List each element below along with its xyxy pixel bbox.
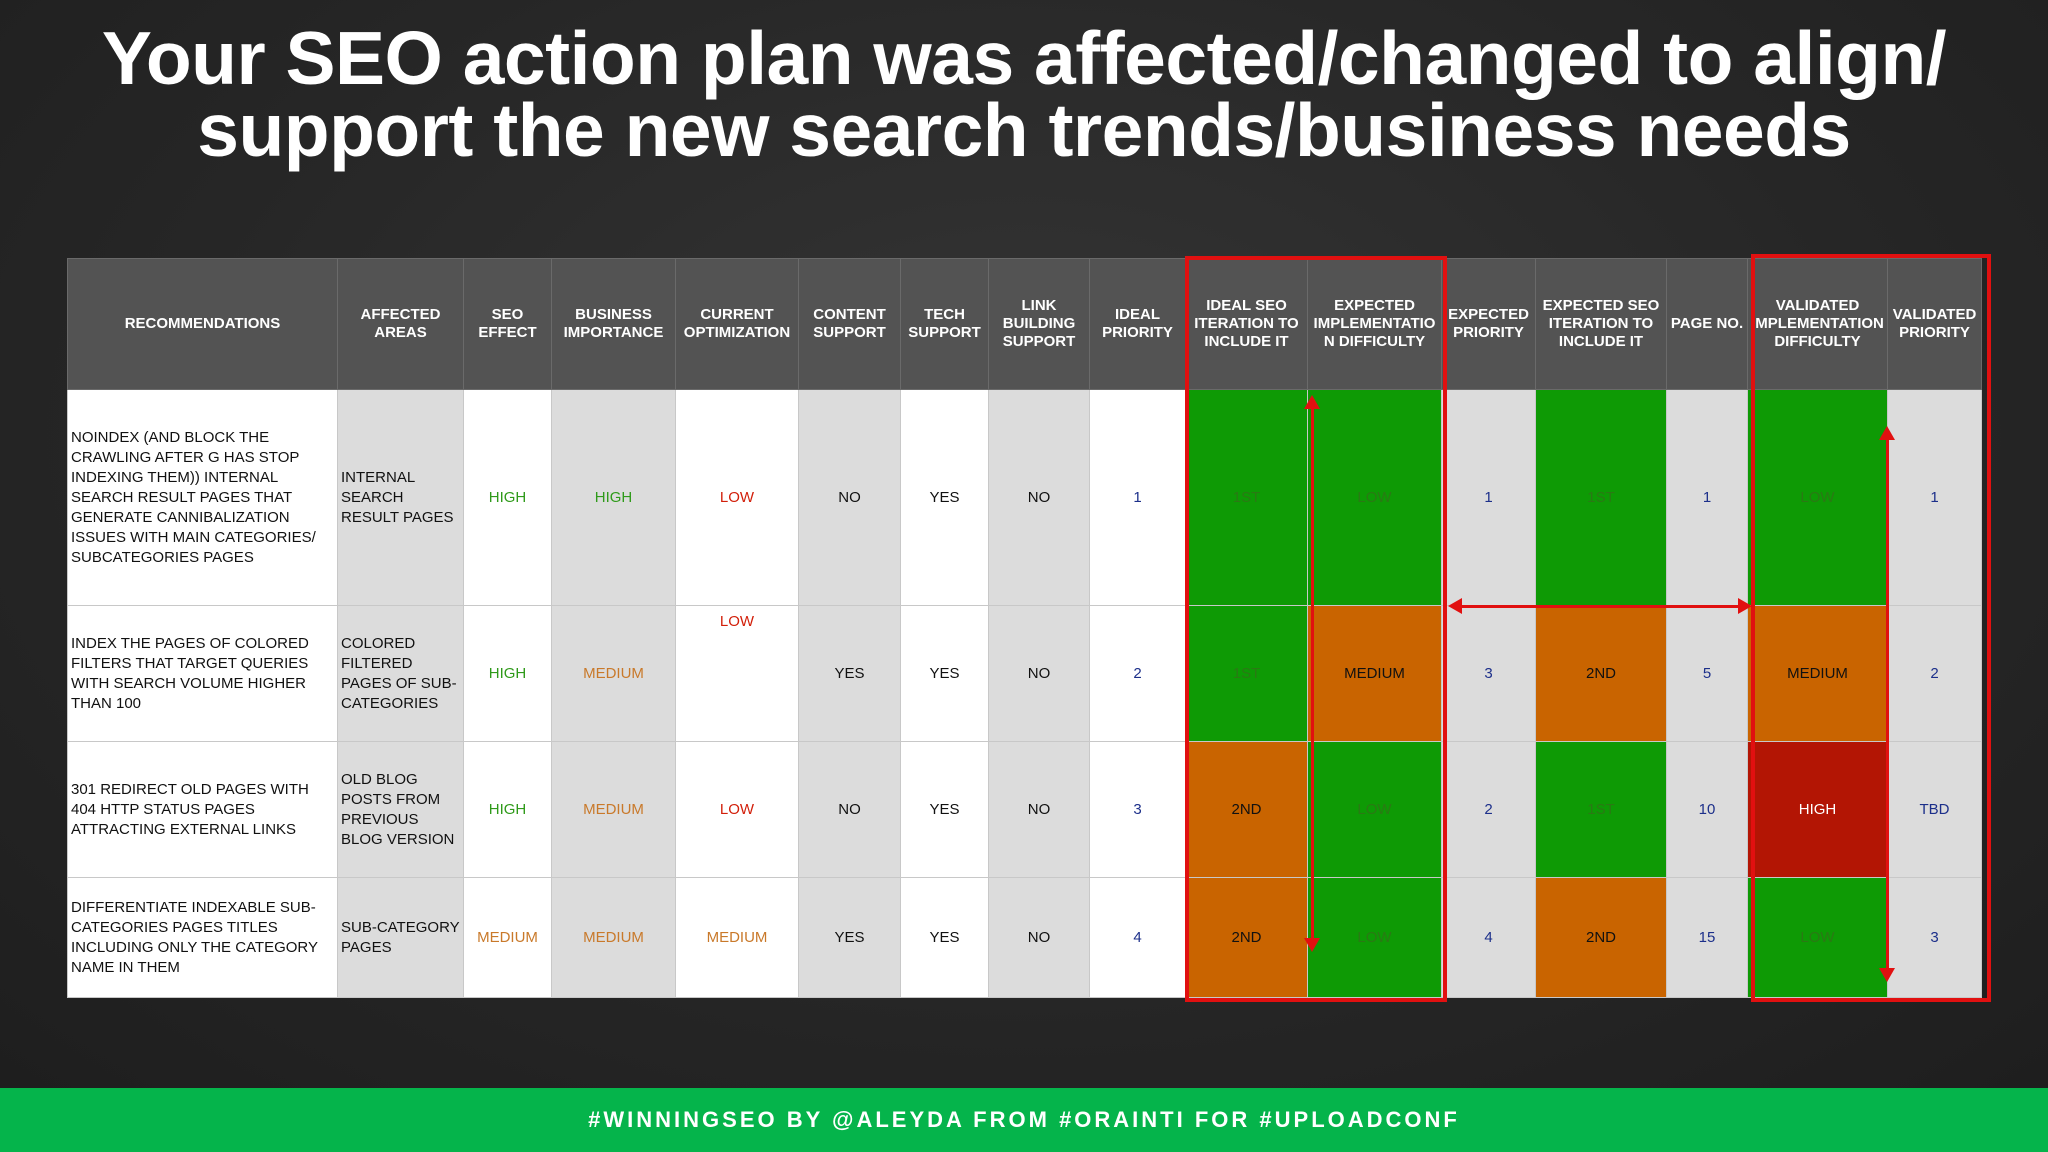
- ideal-seo-iteration-cell: 1ST: [1185, 605, 1308, 742]
- seo-effect-cell: MEDIUM: [463, 877, 552, 998]
- validated-priority-cell: TBD: [1887, 741, 1982, 878]
- link-building-support-cell: NO: [988, 877, 1090, 998]
- content-support-cell: YES: [798, 877, 901, 998]
- table-header-row: RECOMMENDATIONS AFFECTED AREAS SEO EFFEC…: [67, 258, 1982, 390]
- expected-seo-iteration-cell: 1ST: [1535, 389, 1667, 606]
- content-support-cell: YES: [798, 605, 901, 742]
- vertical-arrow-expected: [1311, 400, 1314, 945]
- business-importance-cell: MEDIUM: [551, 877, 676, 998]
- header-ideal-priority: IDEAL PRIORITY: [1089, 258, 1186, 390]
- seo-effect-cell: HIGH: [463, 741, 552, 878]
- business-importance-cell: MEDIUM: [551, 605, 676, 742]
- title-line-2: support the new search trends/business n…: [197, 88, 1851, 172]
- business-importance-cell: MEDIUM: [551, 741, 676, 878]
- recommendation-cell: INDEX THE PAGES OF COLORED FILTERS THAT …: [67, 605, 338, 742]
- header-tech-support: TECH SUPPORT: [900, 258, 989, 390]
- recommendation-cell: 301 REDIRECT OLD PAGES WITH 404 HTTP STA…: [67, 741, 338, 878]
- header-expected-seo-iteration: EXPECTED SEO ITERATION TO INCLUDE IT: [1535, 258, 1667, 390]
- seo-effect-cell: HIGH: [463, 605, 552, 742]
- ideal-priority-cell: 4: [1089, 877, 1186, 998]
- header-validated-implementation-difficulty: VALIDATED IMPLEMENTATION DIFFICULTY: [1747, 258, 1888, 390]
- tech-support-cell: YES: [900, 389, 989, 606]
- arrow-head-left: [1448, 598, 1462, 614]
- business-importance-cell: HIGH: [551, 389, 676, 606]
- link-building-support-cell: NO: [988, 389, 1090, 606]
- table-row: 301 REDIRECT OLD PAGES WITH 404 HTTP STA…: [67, 741, 1982, 878]
- footer-banner: #WINNINGSEO BY @ALEYDA FROM #ORAINTI FOR…: [0, 1088, 2048, 1152]
- link-building-support-cell: NO: [988, 741, 1090, 878]
- expected-priority-cell: 4: [1441, 877, 1536, 998]
- validated-priority-cell: 3: [1887, 877, 1982, 998]
- header-expected-implementation-difficulty: EXPECTED IMPLEMENTATIO N DIFFICULTY: [1307, 258, 1442, 390]
- validated-priority-cell: 2: [1887, 605, 1982, 742]
- tech-support-cell: YES: [900, 877, 989, 998]
- validated-priority-cell: 1: [1887, 389, 1982, 606]
- expected-difficulty-cell: LOW: [1307, 389, 1442, 606]
- horizontal-arrow: [1460, 605, 1740, 608]
- validated-difficulty-cell: LOW: [1747, 389, 1888, 606]
- header-page-no: PAGE NO.: [1666, 258, 1748, 390]
- table-row: NOINDEX (AND BLOCK THE CRAWLING AFTER G …: [67, 389, 1982, 606]
- tech-support-cell: YES: [900, 605, 989, 742]
- arrow-head-up-expected: [1304, 395, 1320, 409]
- affected-areas-cell: INTERNAL SEARCH RESULT PAGES: [337, 389, 464, 606]
- current-optimization-cell: LOW: [675, 389, 799, 606]
- ideal-priority-cell: 2: [1089, 605, 1186, 742]
- title-line-1: Your SEO action plan was affected/change…: [101, 16, 1947, 100]
- header-ideal-seo-iteration: IDEAL SEO ITERATION TO INCLUDE IT: [1185, 258, 1308, 390]
- affected-areas-cell: OLD BLOG POSTS FROM PREVIOUS BLOG VERSIO…: [337, 741, 464, 878]
- expected-seo-iteration-cell: 1ST: [1535, 741, 1667, 878]
- affected-areas-cell: COLORED FILTERED PAGES OF SUB-CATEGORIES: [337, 605, 464, 742]
- ideal-seo-iteration-cell: 1ST: [1185, 389, 1308, 606]
- tech-support-cell: YES: [900, 741, 989, 878]
- validated-difficulty-cell: HIGH: [1747, 741, 1888, 878]
- header-seo-effect: SEO EFFECT: [463, 258, 552, 390]
- expected-priority-cell: 3: [1441, 605, 1536, 742]
- content-support-cell: NO: [798, 389, 901, 606]
- validated-difficulty-cell: MEDIUM: [1747, 605, 1888, 742]
- table-row: INDEX THE PAGES OF COLORED FILTERS THAT …: [67, 605, 1982, 742]
- expected-priority-cell: 1: [1441, 389, 1536, 606]
- highlight-box-validated: [1751, 254, 1991, 1002]
- action-plan-table: RECOMMENDATIONS AFFECTED AREAS SEO EFFEC…: [67, 258, 1982, 998]
- current-optimization-cell: LOW: [675, 605, 799, 742]
- highlight-box-expected: [1185, 256, 1447, 1002]
- slide-title: Your SEO action plan was affected/change…: [0, 16, 2048, 172]
- arrow-head-down-expected: [1304, 938, 1320, 952]
- page-no-cell: 1: [1666, 389, 1748, 606]
- page-no-cell: 5: [1666, 605, 1748, 742]
- ideal-priority-cell: 3: [1089, 741, 1186, 878]
- expected-seo-iteration-cell: 2ND: [1535, 877, 1667, 998]
- link-building-support-cell: NO: [988, 605, 1090, 742]
- table-row: DIFFERENTIATE INDEXABLE SUB-CATEGORIES P…: [67, 877, 1982, 998]
- header-expected-priority: EXPECTED PRIORITY: [1441, 258, 1536, 390]
- recommendation-cell: NOINDEX (AND BLOCK THE CRAWLING AFTER G …: [67, 389, 338, 606]
- current-optimization-cell: LOW: [675, 741, 799, 878]
- page-no-cell: 10: [1666, 741, 1748, 878]
- header-affected-areas: AFFECTED AREAS: [337, 258, 464, 390]
- header-business-importance: BUSINESS IMPORTANCE: [551, 258, 676, 390]
- content-support-cell: NO: [798, 741, 901, 878]
- arrow-head-down-validated: [1879, 968, 1895, 982]
- arrow-head-up-validated: [1879, 426, 1895, 440]
- arrow-head-right: [1738, 598, 1752, 614]
- header-link-building-support: LINK BUILDING SUPPORT: [988, 258, 1090, 390]
- header-recommendations: RECOMMENDATIONS: [67, 258, 338, 390]
- recommendation-cell: DIFFERENTIATE INDEXABLE SUB-CATEGORIES P…: [67, 877, 338, 998]
- seo-effect-cell: HIGH: [463, 389, 552, 606]
- header-current-optimization: CURRENT OPTIMIZATION: [675, 258, 799, 390]
- ideal-priority-cell: 1: [1089, 389, 1186, 606]
- current-optimization-cell: MEDIUM: [675, 877, 799, 998]
- expected-difficulty-cell: LOW: [1307, 877, 1442, 998]
- expected-seo-iteration-cell: 2ND: [1535, 605, 1667, 742]
- affected-areas-cell: SUB-CATEGORY PAGES: [337, 877, 464, 998]
- header-validated-priority: VALIDATED PRIORITY: [1887, 258, 1982, 390]
- vertical-arrow-validated: [1886, 432, 1889, 975]
- ideal-seo-iteration-cell: 2ND: [1185, 877, 1308, 998]
- page-no-cell: 15: [1666, 877, 1748, 998]
- action-plan-table-wrapper: RECOMMENDATIONS AFFECTED AREAS SEO EFFEC…: [67, 258, 1982, 998]
- expected-difficulty-cell: MEDIUM: [1307, 605, 1442, 742]
- expected-priority-cell: 2: [1441, 741, 1536, 878]
- header-content-support: CONTENT SUPPORT: [798, 258, 901, 390]
